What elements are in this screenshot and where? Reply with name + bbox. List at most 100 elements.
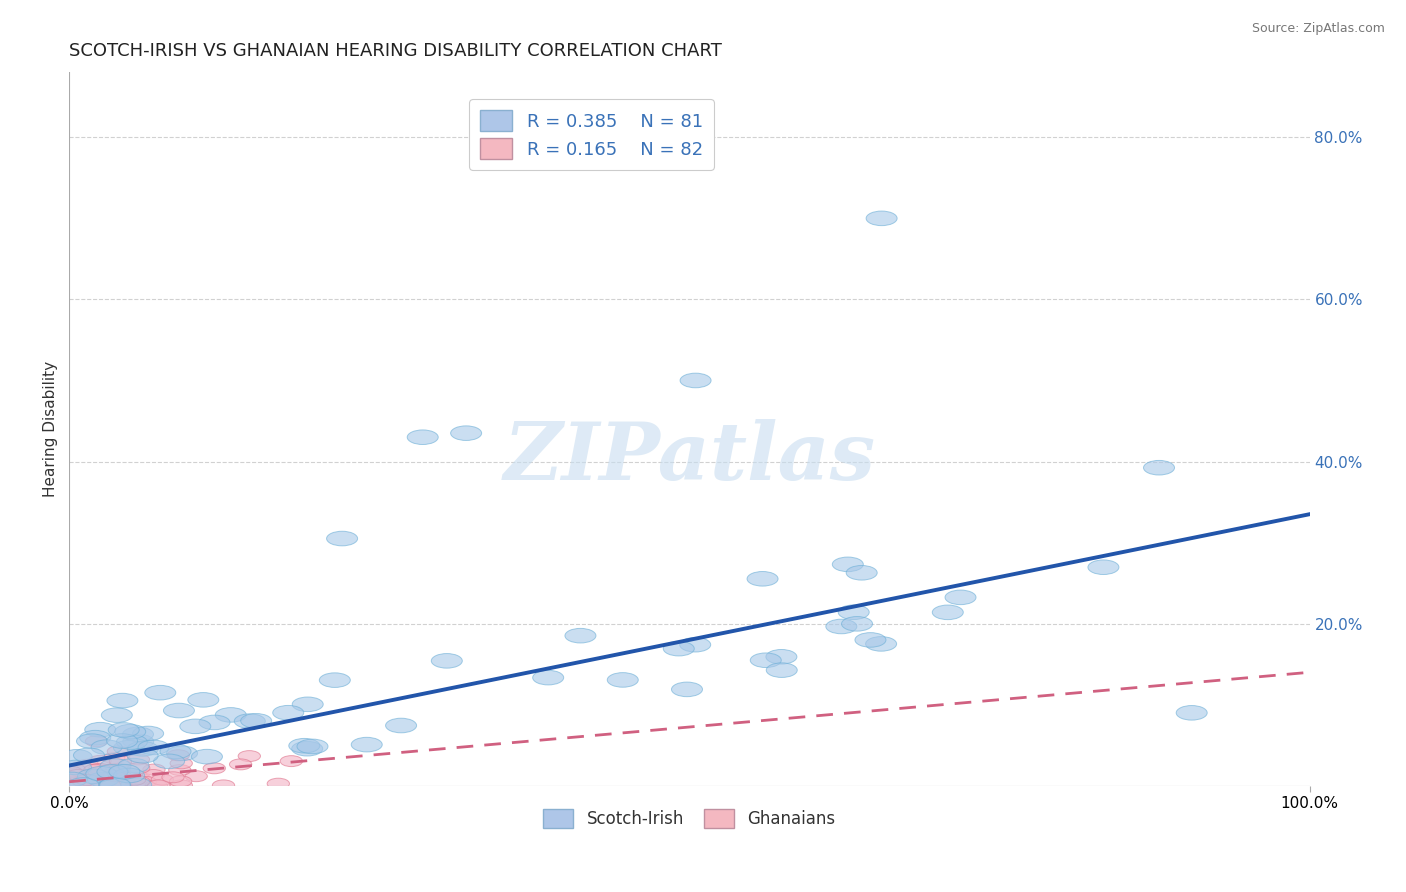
Ellipse shape	[138, 740, 169, 755]
Ellipse shape	[107, 693, 138, 708]
Ellipse shape	[170, 758, 193, 769]
Ellipse shape	[60, 780, 83, 791]
Ellipse shape	[143, 764, 165, 775]
Ellipse shape	[84, 764, 107, 775]
Ellipse shape	[86, 766, 117, 781]
Ellipse shape	[98, 778, 129, 792]
Ellipse shape	[114, 774, 136, 786]
Ellipse shape	[72, 779, 94, 790]
Ellipse shape	[200, 715, 231, 730]
Ellipse shape	[103, 771, 125, 781]
Ellipse shape	[125, 780, 148, 791]
Ellipse shape	[108, 723, 139, 738]
Ellipse shape	[238, 750, 260, 762]
Ellipse shape	[101, 766, 124, 778]
Ellipse shape	[91, 739, 122, 755]
Ellipse shape	[160, 744, 191, 759]
Ellipse shape	[60, 766, 82, 777]
Ellipse shape	[115, 780, 138, 791]
Text: ZIPatlas: ZIPatlas	[503, 419, 876, 496]
Ellipse shape	[79, 780, 101, 791]
Ellipse shape	[60, 760, 91, 775]
Ellipse shape	[681, 373, 711, 388]
Ellipse shape	[1177, 706, 1208, 720]
Ellipse shape	[153, 754, 184, 769]
Ellipse shape	[932, 605, 963, 620]
Ellipse shape	[128, 763, 150, 773]
Ellipse shape	[235, 714, 266, 729]
Ellipse shape	[73, 777, 96, 789]
Ellipse shape	[866, 211, 897, 226]
Ellipse shape	[66, 770, 89, 780]
Ellipse shape	[86, 780, 108, 791]
Ellipse shape	[67, 778, 98, 792]
Ellipse shape	[565, 628, 596, 643]
Ellipse shape	[118, 758, 149, 773]
Ellipse shape	[87, 780, 110, 791]
Ellipse shape	[170, 780, 193, 791]
Ellipse shape	[280, 756, 302, 766]
Ellipse shape	[73, 748, 104, 763]
Ellipse shape	[679, 638, 710, 652]
Ellipse shape	[132, 726, 163, 740]
Ellipse shape	[86, 770, 107, 781]
Ellipse shape	[297, 739, 328, 754]
Ellipse shape	[145, 780, 167, 791]
Ellipse shape	[408, 430, 439, 444]
Ellipse shape	[97, 764, 128, 779]
Ellipse shape	[76, 759, 98, 770]
Ellipse shape	[80, 731, 111, 745]
Ellipse shape	[128, 741, 159, 756]
Ellipse shape	[273, 706, 304, 720]
Ellipse shape	[97, 764, 120, 776]
Ellipse shape	[111, 774, 134, 785]
Ellipse shape	[432, 654, 463, 668]
Ellipse shape	[292, 697, 323, 712]
Ellipse shape	[72, 780, 94, 791]
Ellipse shape	[188, 692, 219, 707]
Ellipse shape	[103, 779, 125, 789]
Ellipse shape	[148, 780, 170, 791]
Ellipse shape	[167, 750, 190, 761]
Ellipse shape	[825, 619, 856, 633]
Ellipse shape	[129, 773, 152, 784]
Ellipse shape	[120, 775, 142, 786]
Ellipse shape	[664, 641, 695, 656]
Ellipse shape	[170, 776, 191, 787]
Ellipse shape	[103, 753, 125, 764]
Ellipse shape	[291, 741, 323, 756]
Ellipse shape	[114, 768, 145, 783]
Ellipse shape	[75, 770, 97, 781]
Ellipse shape	[77, 778, 100, 789]
Ellipse shape	[145, 685, 176, 700]
Ellipse shape	[135, 776, 156, 788]
Ellipse shape	[115, 724, 146, 739]
Ellipse shape	[319, 673, 350, 688]
Ellipse shape	[104, 772, 127, 783]
Ellipse shape	[60, 780, 83, 791]
Ellipse shape	[56, 772, 87, 787]
Ellipse shape	[101, 708, 132, 723]
Ellipse shape	[202, 763, 225, 773]
Ellipse shape	[945, 590, 976, 605]
Ellipse shape	[385, 718, 416, 733]
Ellipse shape	[60, 780, 83, 791]
Ellipse shape	[121, 778, 152, 792]
Ellipse shape	[75, 780, 97, 791]
Ellipse shape	[76, 774, 98, 786]
Ellipse shape	[84, 723, 115, 737]
Ellipse shape	[212, 780, 235, 791]
Ellipse shape	[98, 780, 121, 791]
Ellipse shape	[533, 670, 564, 685]
Ellipse shape	[127, 748, 157, 763]
Ellipse shape	[89, 756, 111, 766]
Ellipse shape	[77, 780, 100, 791]
Ellipse shape	[215, 707, 246, 723]
Ellipse shape	[80, 776, 103, 788]
Ellipse shape	[76, 734, 107, 748]
Ellipse shape	[352, 738, 382, 752]
Ellipse shape	[191, 749, 222, 764]
Ellipse shape	[1143, 460, 1174, 475]
Ellipse shape	[62, 780, 83, 791]
Ellipse shape	[152, 774, 173, 785]
